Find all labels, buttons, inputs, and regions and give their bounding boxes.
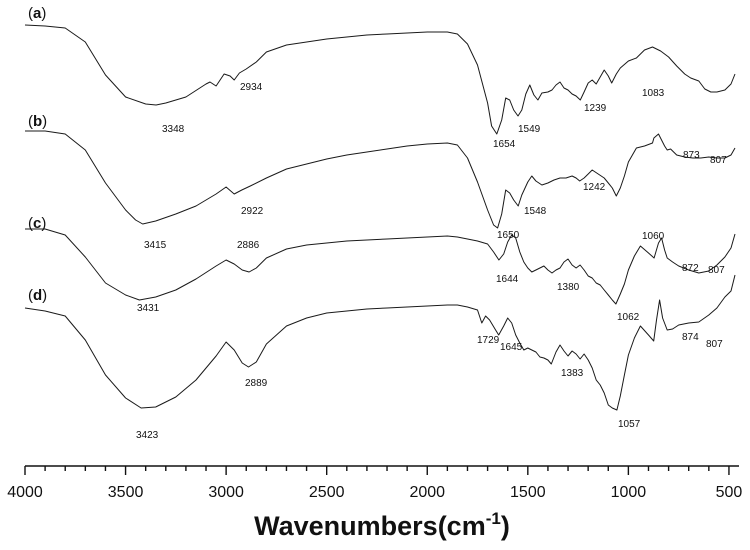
peak-label-1062: 1062 bbox=[617, 312, 640, 323]
peak-label-1083: 1083 bbox=[642, 88, 665, 99]
peak-label-3431: 3431 bbox=[137, 303, 160, 314]
spectrum-curve-c bbox=[25, 228, 736, 305]
spectrum-curve-a bbox=[24, 24, 736, 135]
panel-label-a: (a) bbox=[28, 5, 46, 22]
x-tick-label-3000: 3000 bbox=[208, 484, 244, 501]
peak-label-3423: 3423 bbox=[136, 430, 159, 441]
peak-label-1057: 1057 bbox=[618, 419, 641, 430]
peak-label-1645: 1645 bbox=[500, 342, 523, 353]
peak-label-2889: 2889 bbox=[245, 378, 268, 389]
panel-label-d: (d) bbox=[28, 287, 47, 304]
peak-label-807: 807 bbox=[708, 265, 725, 276]
x-tick-label-2000: 2000 bbox=[409, 484, 445, 501]
peak-label-807: 807 bbox=[706, 339, 723, 350]
panel-label-b: (b) bbox=[28, 113, 47, 130]
peak-label-2886: 2886 bbox=[237, 240, 260, 251]
spectra-curves bbox=[24, 24, 736, 411]
peak-label-3415: 3415 bbox=[144, 240, 167, 251]
peak-label-1548: 1548 bbox=[524, 206, 547, 217]
peak-label-3348: 3348 bbox=[162, 124, 185, 135]
peak-label-807: 807 bbox=[710, 155, 727, 166]
x-tick-label-1500: 1500 bbox=[510, 484, 546, 501]
peak-label-1654: 1654 bbox=[493, 139, 516, 150]
peak-label-1729: 1729 bbox=[477, 335, 500, 346]
peak-label-1242: 1242 bbox=[583, 182, 606, 193]
peak-label-1650: 1650 bbox=[497, 230, 520, 241]
spectrum-curve-b bbox=[25, 130, 736, 229]
x-tick-label-3500: 3500 bbox=[108, 484, 144, 501]
x-axis-label: Wavenumbers(cm-1) bbox=[254, 509, 510, 541]
x-tick-label-4000: 4000 bbox=[7, 484, 43, 501]
x-tick-label-1000: 1000 bbox=[611, 484, 647, 501]
peak-label-872: 872 bbox=[682, 263, 699, 274]
peak-label-874: 874 bbox=[682, 332, 699, 343]
peak-label-873: 873 bbox=[683, 150, 700, 161]
peak-label-1549: 1549 bbox=[518, 124, 541, 135]
peak-label-1383: 1383 bbox=[561, 368, 584, 379]
x-axis-label-main: Wavenumbers(cm bbox=[254, 511, 486, 541]
x-axis-label-superscript: -1 bbox=[486, 509, 501, 528]
panel-labels: (a) (b) (c) (d) bbox=[28, 5, 47, 304]
peak-label-1060: 1060 bbox=[642, 231, 665, 242]
x-axis-label-close: ) bbox=[501, 511, 510, 541]
spectrum-curve-d bbox=[24, 274, 736, 411]
peak-label-2934: 2934 bbox=[240, 82, 263, 93]
peak-label-1380: 1380 bbox=[557, 282, 580, 293]
x-tick-label-500: 500 bbox=[716, 484, 743, 501]
peak-label-2922: 2922 bbox=[241, 206, 264, 217]
x-axis-ticks: 4000 3500 3000 2500 2000 1500 1000 500 bbox=[7, 466, 742, 501]
peak-label-1239: 1239 bbox=[584, 103, 607, 114]
peak-label-1644: 1644 bbox=[496, 274, 519, 285]
panel-label-c: (c) bbox=[28, 215, 46, 232]
x-tick-label-2500: 2500 bbox=[309, 484, 345, 501]
